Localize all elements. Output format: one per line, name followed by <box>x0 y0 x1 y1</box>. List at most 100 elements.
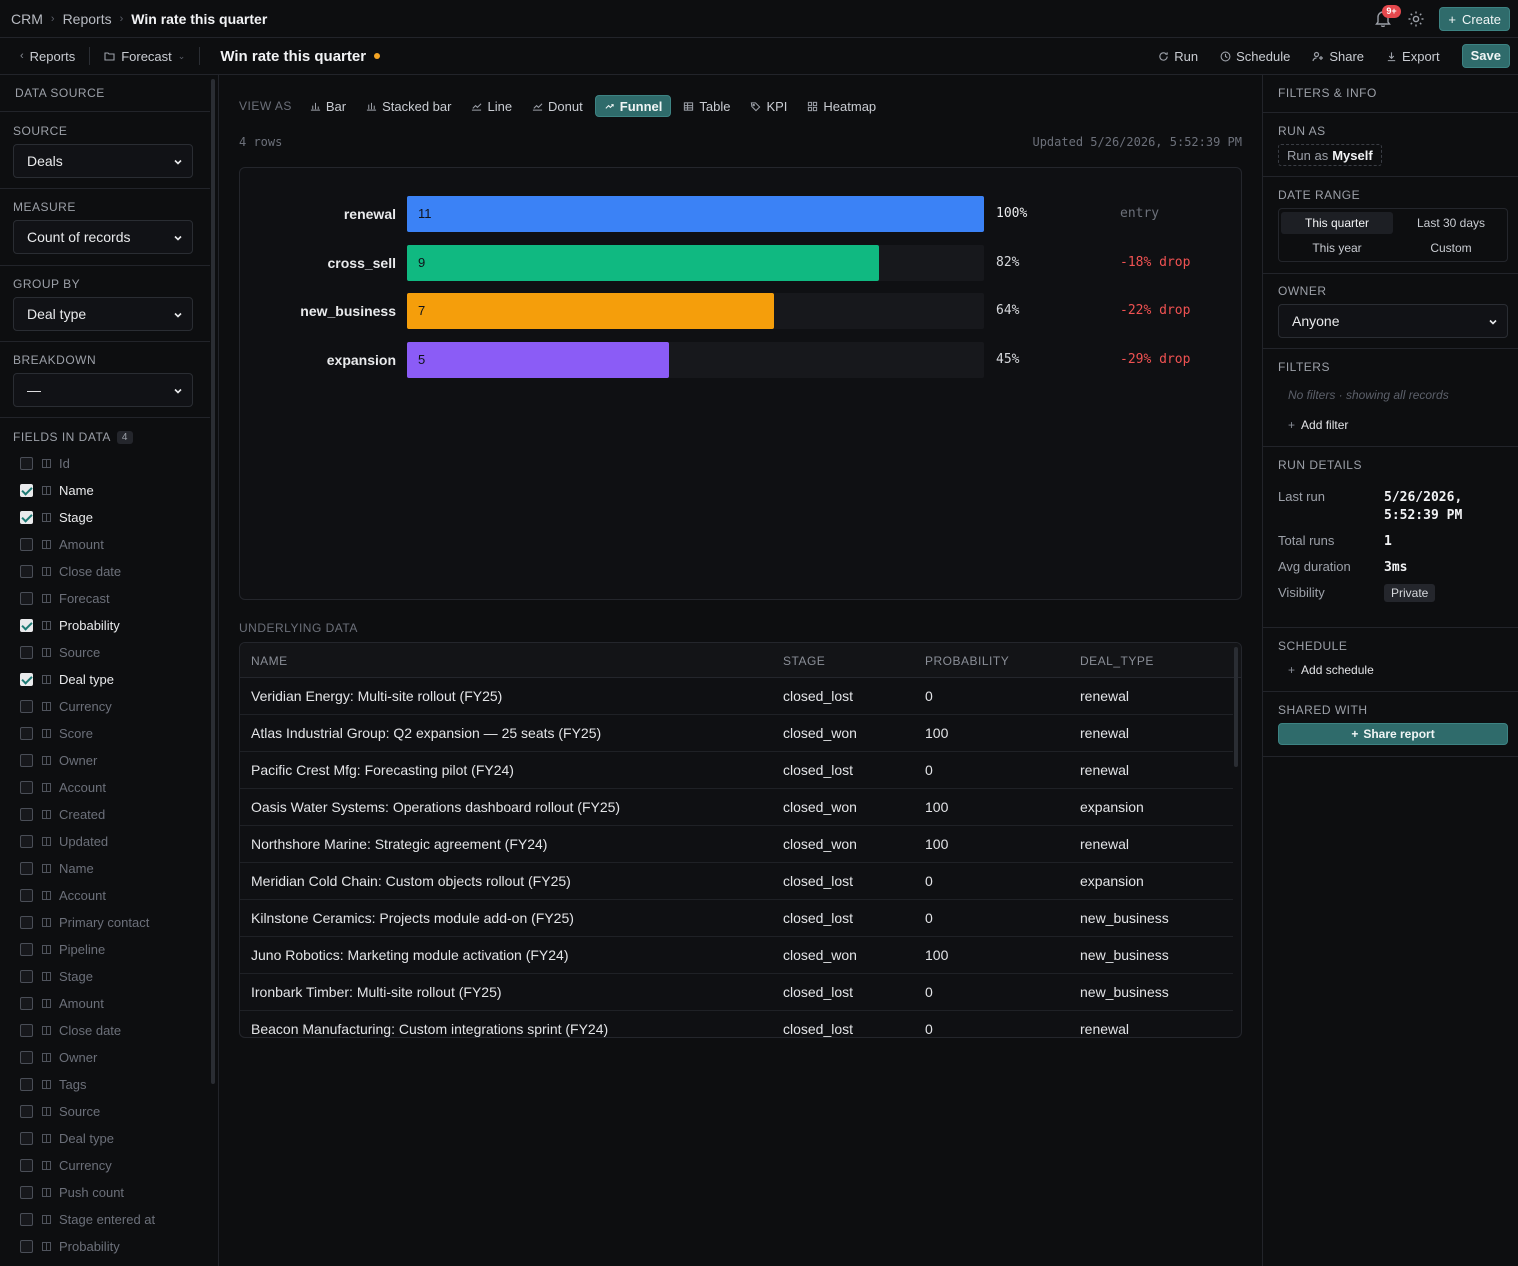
view-as-kpi[interactable]: KPI <box>742 95 795 117</box>
export-button[interactable]: Export <box>1386 49 1440 64</box>
view-as-funnel[interactable]: Funnel <box>594 95 672 117</box>
field-item[interactable]: Stage <box>20 967 93 985</box>
field-checkbox[interactable] <box>20 1104 33 1118</box>
field-checkbox[interactable] <box>20 969 33 983</box>
table-row[interactable]: Atlas Industrial Group: Q2 expansion — 2… <box>240 715 1233 752</box>
field-item[interactable]: Push count <box>20 1183 124 1201</box>
field-item[interactable]: Probability <box>20 1237 120 1255</box>
table-row[interactable]: Oasis Water Systems: Operations dashboar… <box>240 789 1233 826</box>
field-item[interactable]: Deal type <box>20 670 114 688</box>
breadcrumb-crm[interactable]: CRM <box>11 10 43 27</box>
field-item[interactable]: Forecast <box>20 589 110 607</box>
breadcrumb-reports[interactable]: Reports <box>62 10 112 27</box>
date-range-custom[interactable]: Custom <box>1430 241 1472 255</box>
table-row[interactable]: Northshore Marine: Strategic agreement (… <box>240 826 1233 863</box>
table-row[interactable]: Juno Robotics: Marketing module activati… <box>240 937 1233 974</box>
date-range-last-30-days[interactable]: Last 30 days <box>1416 216 1486 230</box>
field-item[interactable]: Id <box>20 454 70 472</box>
settings-button[interactable] <box>1407 10 1425 28</box>
field-item[interactable]: Amount <box>20 535 104 553</box>
funnel-bar[interactable] <box>407 244 880 281</box>
funnel-bar[interactable] <box>407 293 775 329</box>
field-checkbox[interactable] <box>20 537 33 551</box>
notifications-button[interactable]: 9+ <box>1375 5 1401 29</box>
field-item[interactable]: Account <box>20 778 106 796</box>
column-header-probability[interactable]: PROBABILITY <box>925 653 1010 668</box>
field-item[interactable]: Created <box>20 805 105 823</box>
run-as-selector[interactable]: Run as Myself <box>1278 144 1382 166</box>
field-checkbox[interactable] <box>20 1185 33 1199</box>
view-as-bar[interactable]: Bar <box>302 95 354 117</box>
field-checkbox[interactable] <box>20 888 33 902</box>
report-title[interactable]: Win rate this quarter <box>220 47 367 65</box>
field-checkbox[interactable] <box>20 861 33 875</box>
table-scrollbar[interactable] <box>1234 647 1238 767</box>
add-filter-button[interactable]: + Add filter <box>1288 418 1348 432</box>
field-checkbox[interactable] <box>20 645 33 659</box>
field-checkbox[interactable] <box>20 1077 33 1091</box>
field-checkbox[interactable] <box>20 834 33 848</box>
field-checkbox[interactable] <box>20 1023 33 1037</box>
field-checkbox[interactable] <box>20 1212 33 1226</box>
field-checkbox[interactable] <box>20 672 33 686</box>
back-to-reports-link[interactable]: ‹ Reports <box>20 49 75 64</box>
field-item[interactable]: Source <box>20 643 100 661</box>
field-checkbox[interactable] <box>20 753 33 767</box>
field-checkbox[interactable] <box>20 564 33 578</box>
source-select[interactable]: Deals <box>13 144 193 178</box>
table-row[interactable]: Beacon Manufacturing: Custom integration… <box>240 1011 1233 1037</box>
field-checkbox[interactable] <box>20 618 33 632</box>
field-item[interactable]: Account <box>20 886 106 904</box>
view-as-stacked-bar[interactable]: Stacked bar <box>358 95 459 117</box>
column-header-stage[interactable]: STAGE <box>783 653 826 668</box>
field-item[interactable]: Close date <box>20 1021 121 1039</box>
field-item[interactable]: Score <box>20 724 93 742</box>
field-item[interactable]: Owner <box>20 1048 97 1066</box>
field-checkbox[interactable] <box>20 483 33 497</box>
owner-select[interactable]: Anyone <box>1278 304 1508 338</box>
field-item[interactable]: Primary contact <box>20 913 149 931</box>
field-checkbox[interactable] <box>20 942 33 956</box>
field-checkbox[interactable] <box>20 996 33 1010</box>
breakdown-select[interactable]: — <box>13 373 193 407</box>
run-button[interactable]: Run <box>1158 49 1198 64</box>
group-by-select[interactable]: Deal type <box>13 297 193 331</box>
field-item[interactable]: Probability <box>20 616 120 634</box>
field-item[interactable]: Name <box>20 481 94 499</box>
table-row[interactable]: Kilnstone Ceramics: Projects module add-… <box>240 900 1233 937</box>
table-row[interactable]: Pacific Crest Mfg: Forecasting pilot (FY… <box>240 752 1233 789</box>
field-item[interactable]: Owner <box>20 751 97 769</box>
field-checkbox[interactable] <box>20 1050 33 1064</box>
add-schedule-button[interactable]: + Add schedule <box>1288 663 1374 677</box>
field-item[interactable]: Deal type <box>20 1129 114 1147</box>
field-item[interactable]: Stage entered at <box>20 1210 155 1228</box>
view-as-table[interactable]: Table <box>675 95 738 117</box>
field-checkbox[interactable] <box>20 591 33 605</box>
field-checkbox[interactable] <box>20 726 33 740</box>
create-button[interactable]: + Create <box>1439 7 1510 31</box>
forecast-folder-dropdown[interactable]: Forecast ⌄ <box>104 49 185 64</box>
field-item[interactable]: Stage <box>20 508 93 526</box>
table-row[interactable]: Veridian Energy: Multi-site rollout (FY2… <box>240 678 1233 715</box>
field-checkbox[interactable] <box>20 456 33 470</box>
field-item[interactable]: Close date <box>20 562 121 580</box>
field-item[interactable]: Tags <box>20 1075 86 1093</box>
schedule-button[interactable]: Schedule <box>1220 49 1290 64</box>
funnel-bar[interactable] <box>407 341 670 378</box>
field-checkbox[interactable] <box>20 1158 33 1172</box>
field-item[interactable]: Name <box>20 859 94 877</box>
field-item[interactable]: Pipeline <box>20 940 105 958</box>
field-checkbox[interactable] <box>20 807 33 821</box>
table-row[interactable]: Ironbark Timber: Multi-site rollout (FY2… <box>240 974 1233 1011</box>
view-as-donut[interactable]: Donut <box>524 95 591 117</box>
field-checkbox[interactable] <box>20 780 33 794</box>
field-item[interactable]: Updated <box>20 832 108 850</box>
view-as-heatmap[interactable]: Heatmap <box>799 95 884 117</box>
measure-select[interactable]: Count of records <box>13 220 193 254</box>
share-report-button[interactable]: + Share report <box>1278 723 1508 745</box>
field-checkbox[interactable] <box>20 699 33 713</box>
view-as-line[interactable]: Line <box>463 95 520 117</box>
date-range-this-year[interactable]: This year <box>1312 241 1362 255</box>
field-item[interactable]: Currency <box>20 1156 112 1174</box>
table-row[interactable]: Meridian Cold Chain: Custom objects roll… <box>240 863 1233 900</box>
